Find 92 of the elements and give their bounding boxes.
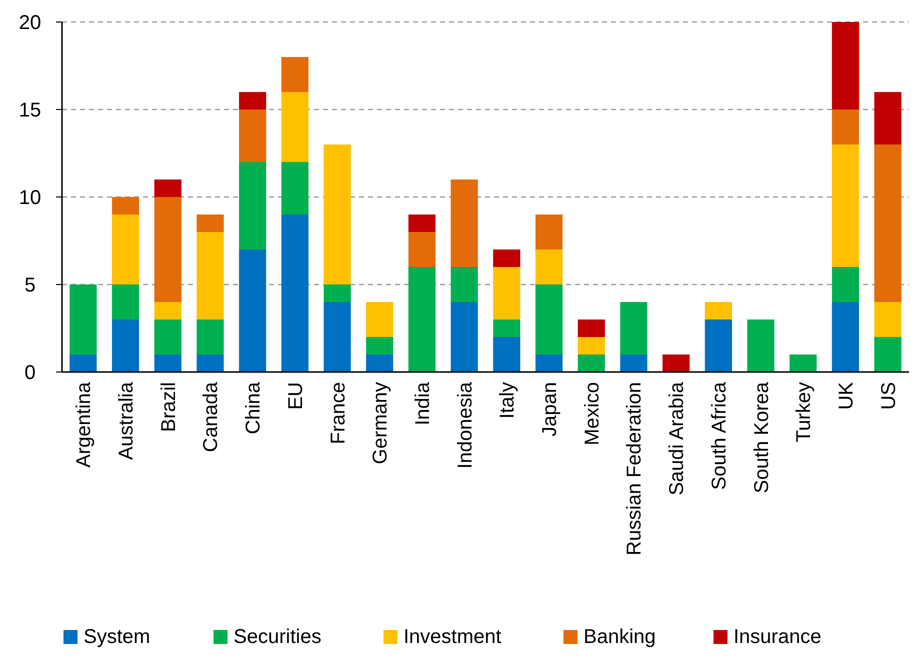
bar — [154, 354, 182, 372]
bar — [493, 337, 520, 372]
bar — [154, 320, 182, 354]
bar — [324, 302, 351, 372]
bar — [704, 302, 732, 320]
y-tick-label: 15 — [18, 100, 42, 122]
bar — [832, 144, 860, 267]
legend-label: Securities — [234, 626, 322, 648]
bar — [493, 320, 520, 337]
bar — [832, 110, 860, 144]
bar — [408, 267, 436, 372]
bar — [239, 92, 266, 110]
bar — [196, 214, 224, 232]
y-tick-label: 20 — [18, 12, 42, 34]
bar — [281, 162, 308, 214]
bar — [70, 354, 97, 372]
bar — [578, 354, 605, 372]
legend-label: System — [84, 626, 150, 648]
bar — [493, 250, 520, 267]
bar — [747, 320, 774, 372]
bar — [112, 214, 140, 284]
x-tick-label: Italy — [496, 382, 519, 419]
bar — [450, 180, 478, 267]
bar — [450, 267, 478, 302]
y-tick-label: 5 — [24, 274, 36, 296]
bar — [578, 320, 605, 337]
bar — [704, 320, 732, 372]
bar — [239, 162, 266, 250]
bar — [196, 232, 224, 320]
x-tick-label: Saudi Arabia — [666, 381, 688, 496]
x-tick-label: Indonesia — [454, 381, 476, 469]
bar — [790, 354, 817, 372]
bar — [620, 354, 648, 372]
bar — [112, 197, 140, 214]
bar — [832, 267, 860, 302]
bar — [154, 180, 182, 197]
x-tick-label: India — [412, 381, 434, 426]
x-tick-label: Russian Federation — [624, 382, 646, 556]
bar — [324, 284, 351, 302]
bar — [535, 284, 563, 354]
x-tick-label: South Korea — [750, 381, 773, 494]
bar — [154, 197, 182, 302]
legend-label: Banking — [584, 626, 656, 648]
bar — [281, 214, 308, 372]
bar — [832, 22, 860, 110]
bar — [408, 214, 436, 232]
x-tick-label: EU — [284, 382, 307, 410]
bar — [366, 337, 394, 354]
x-tick-label: Japan — [539, 382, 562, 436]
bar — [874, 302, 902, 337]
x-tick-label: China — [242, 381, 265, 434]
bar — [535, 214, 563, 250]
bar — [408, 232, 436, 267]
y-tick-label: 10 — [18, 187, 42, 209]
legend-label: Insurance — [734, 626, 822, 648]
x-tick-label: US — [878, 382, 900, 410]
bar — [366, 354, 394, 372]
bar — [874, 92, 902, 144]
bar — [832, 302, 860, 372]
bar — [874, 144, 902, 302]
bar — [239, 250, 266, 372]
bar — [366, 302, 394, 337]
bar — [70, 284, 97, 354]
x-tick-label: Mexico — [581, 382, 604, 446]
bar — [239, 110, 266, 162]
x-tick-label: South Africa — [708, 381, 730, 490]
bar — [620, 302, 648, 354]
x-tick-label: Canada — [200, 381, 222, 452]
x-tick-label: Brazil — [158, 382, 180, 432]
x-tick-label: Germany — [370, 382, 392, 464]
bar — [324, 144, 351, 284]
x-tick-label: UK — [835, 381, 858, 410]
bar — [112, 320, 140, 372]
bar — [281, 92, 308, 162]
bar — [196, 354, 224, 372]
x-tick-label: Argentina — [73, 381, 96, 468]
bar — [874, 337, 902, 372]
bar — [662, 354, 690, 372]
y-tick-label: 0 — [24, 362, 36, 384]
bar — [535, 354, 563, 372]
x-tick-label: Australia — [116, 381, 138, 460]
x-tick-label: France — [327, 382, 350, 444]
bar — [196, 320, 224, 354]
bar — [450, 302, 478, 372]
bar — [112, 284, 140, 320]
bar — [578, 337, 605, 354]
bar — [535, 250, 563, 284]
bar — [281, 57, 308, 92]
bar — [493, 267, 520, 320]
x-tick-label: Turkey — [793, 382, 816, 442]
bar — [154, 302, 182, 320]
legend-label: Investment — [404, 626, 502, 648]
